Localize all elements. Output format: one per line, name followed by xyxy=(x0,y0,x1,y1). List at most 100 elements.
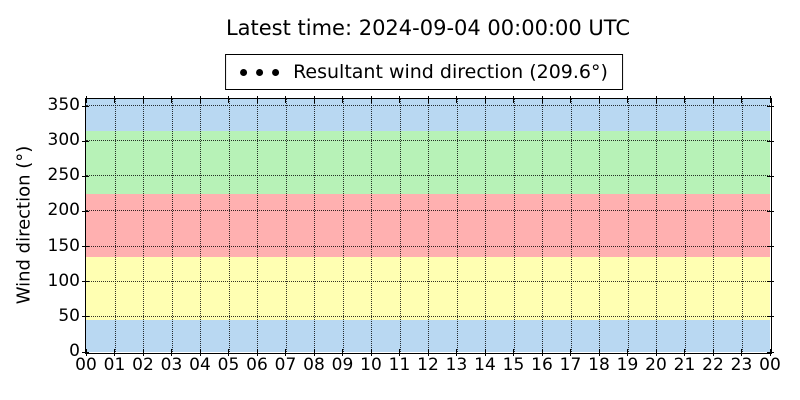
y-tick-mark-right xyxy=(767,246,774,248)
x-tick-mark xyxy=(684,349,685,356)
x-tick-mark-top xyxy=(142,96,144,103)
x-tick-label: 20 xyxy=(645,355,667,375)
gridline-vertical xyxy=(371,99,372,352)
legend-label: Resultant wind direction (209.6°) xyxy=(293,61,608,83)
x-tick-mark-top xyxy=(199,96,201,103)
gridline-vertical xyxy=(684,99,686,352)
x-tick-mark-top xyxy=(456,96,457,103)
x-tick-mark-top xyxy=(228,96,229,103)
x-tick-mark-top xyxy=(684,96,685,103)
x-tick-label: 12 xyxy=(417,355,439,375)
gridline-vertical xyxy=(200,99,201,352)
y-tick-mark-right xyxy=(767,281,774,283)
legend: Resultant wind direction (209.6°) xyxy=(225,54,623,90)
gridline-vertical xyxy=(542,99,543,352)
x-tick-label: 23 xyxy=(730,355,753,375)
y-tick-mark-right xyxy=(767,351,774,353)
gridline-vertical xyxy=(599,99,600,352)
plot-area xyxy=(86,99,770,352)
x-tick-mark-top xyxy=(570,96,571,103)
x-tick-mark-top xyxy=(114,96,115,103)
gridline-vertical xyxy=(399,99,401,352)
x-tick-label: 14 xyxy=(474,355,496,375)
x-tick-mark-top xyxy=(427,96,429,103)
x-tick-mark-top xyxy=(85,96,87,103)
x-tick-mark-top xyxy=(598,96,600,103)
x-tick-mark-top xyxy=(741,96,742,103)
x-tick-mark-top xyxy=(712,96,714,103)
y-tick-mark-right xyxy=(767,175,774,177)
x-tick-mark xyxy=(513,349,514,356)
gridline-vertical xyxy=(257,99,258,352)
x-tick-mark-top xyxy=(627,96,628,103)
legend-dot-icon xyxy=(256,68,264,76)
x-tick-mark xyxy=(114,349,115,356)
y-tick-mark xyxy=(82,281,89,283)
x-tick-label: 05 xyxy=(217,355,240,375)
x-tick-label: 17 xyxy=(559,355,582,375)
x-tick-mark-top xyxy=(285,96,286,103)
legend-dot-icon xyxy=(272,68,280,76)
gridline-vertical xyxy=(627,99,629,352)
x-tick-label: 21 xyxy=(673,355,696,375)
x-tick-mark xyxy=(228,349,229,356)
y-tick-mark xyxy=(82,140,89,142)
x-tick-label: 00 xyxy=(75,355,97,375)
y-tick-label: 50 xyxy=(58,305,80,326)
x-tick-mark-top xyxy=(313,96,315,103)
x-tick-mark-top xyxy=(513,96,514,103)
x-tick-label: 09 xyxy=(331,355,354,375)
x-tick-mark xyxy=(570,349,571,356)
x-tick-mark xyxy=(627,349,628,356)
x-tick-mark xyxy=(541,349,543,356)
gridline-vertical xyxy=(570,99,572,352)
x-tick-mark-top xyxy=(655,96,657,103)
x-tick-mark-top xyxy=(342,96,343,103)
y-tick-label: 350 xyxy=(47,95,80,116)
x-tick-mark xyxy=(655,349,657,356)
x-tick-mark-top xyxy=(769,96,771,103)
gridline-vertical xyxy=(456,99,458,352)
x-tick-mark xyxy=(285,349,286,356)
x-tick-label: 16 xyxy=(531,355,553,375)
x-tick-mark xyxy=(598,349,600,356)
x-tick-mark-top xyxy=(541,96,543,103)
y-tick-mark xyxy=(82,175,89,177)
x-tick-mark-top xyxy=(399,96,400,103)
x-tick-mark xyxy=(484,349,486,356)
chart-title: Latest time: 2024-09-04 00:00:00 UTC xyxy=(225,16,631,40)
x-tick-mark xyxy=(370,349,372,356)
x-tick-mark xyxy=(712,349,714,356)
y-tick-mark xyxy=(82,246,89,248)
y-tick-mark-right xyxy=(767,105,774,107)
gridline-vertical xyxy=(114,99,116,352)
gridline-vertical xyxy=(314,99,315,352)
x-tick-label: 06 xyxy=(246,355,268,375)
x-tick-label: 08 xyxy=(303,355,325,375)
y-tick-mark xyxy=(82,351,89,353)
y-tick-mark-right xyxy=(767,140,774,142)
gridline-vertical xyxy=(228,99,230,352)
y-axis-label: Wind direction (°) xyxy=(13,145,35,305)
x-tick-label: 04 xyxy=(189,355,211,375)
x-tick-mark xyxy=(85,349,87,356)
legend-dot-icon xyxy=(240,68,248,76)
gridline-vertical xyxy=(342,99,344,352)
y-tick-mark-right xyxy=(767,316,774,318)
x-tick-label: 01 xyxy=(103,355,126,375)
x-tick-label: 11 xyxy=(388,355,411,375)
gridline-vertical xyxy=(741,99,743,352)
x-tick-label: 13 xyxy=(445,355,468,375)
x-tick-mark xyxy=(199,349,201,356)
gridline-vertical xyxy=(513,99,515,352)
y-tick-mark xyxy=(82,316,89,318)
x-tick-mark xyxy=(769,349,771,356)
legend-scatter-marker xyxy=(240,68,280,76)
x-tick-mark-top xyxy=(484,96,486,103)
x-tick-label: 19 xyxy=(616,355,639,375)
x-tick-label: 22 xyxy=(702,355,724,375)
gridline-vertical xyxy=(143,99,144,352)
x-tick-label: 02 xyxy=(132,355,154,375)
x-tick-mark-top xyxy=(171,96,172,103)
